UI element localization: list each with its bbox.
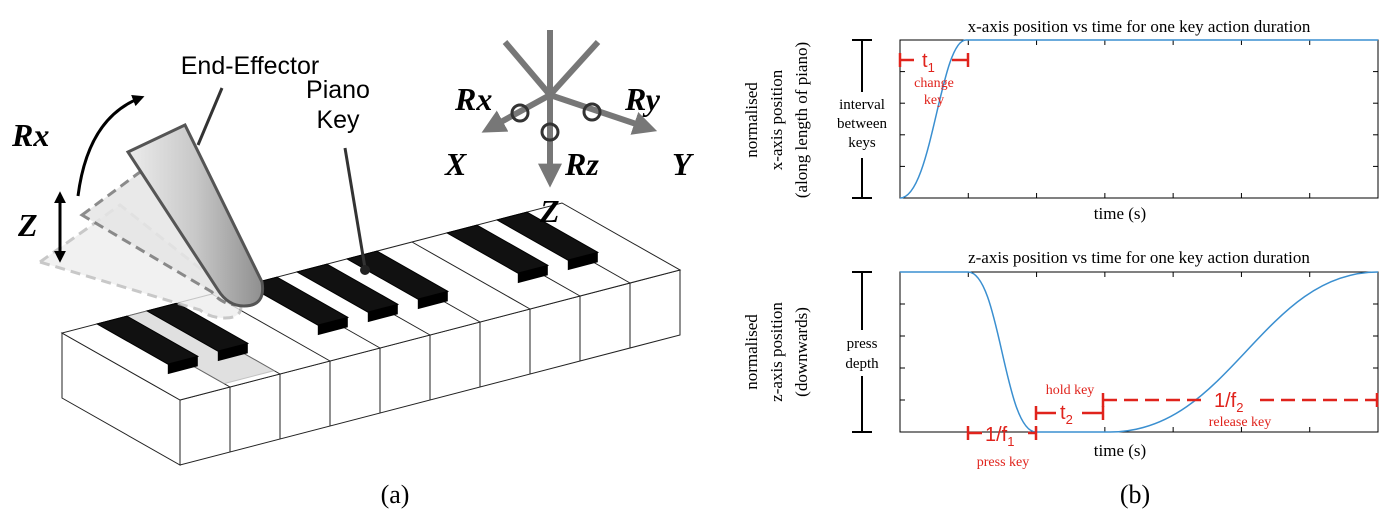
label: Rx (11, 117, 49, 153)
caption: (b) (1120, 480, 1150, 509)
y-axis-label: normalised (742, 82, 761, 158)
plot-title: z-axis position vs time for one key acti… (968, 248, 1310, 267)
axis-label: X (444, 146, 467, 182)
subscript: 1 (1007, 434, 1014, 449)
bracket-label: press (847, 336, 878, 352)
bracket-label: interval (839, 97, 885, 113)
axis-label: Z (539, 193, 560, 229)
bracket-label: depth (845, 356, 879, 372)
ticks (900, 40, 1378, 198)
plot-frame (900, 40, 1378, 198)
bracket-label: between (837, 116, 887, 132)
symbol: 1/f (1214, 390, 1237, 412)
label: Key (316, 106, 360, 134)
plot-title: x-axis position vs time for one key acti… (968, 17, 1311, 36)
x-axis-label: time (s) (1094, 441, 1146, 460)
annotation: change (914, 76, 954, 91)
annotation: key (924, 93, 944, 108)
hold-label-symbol: t2 (1060, 402, 1073, 427)
label: Z (17, 207, 38, 243)
interval-label: t1 (922, 50, 935, 75)
leader-line (198, 88, 222, 145)
position-curve (900, 272, 1378, 432)
leader-dot (360, 265, 370, 275)
y-axis-label: z-axis position (767, 302, 786, 402)
axis-label: Rx (454, 81, 492, 117)
press-label: 1/f1 (985, 424, 1014, 449)
y-axis-label: x-axis position (767, 69, 786, 170)
subscript: 2 (1066, 412, 1073, 427)
y-axis-label: (along length of piano) (792, 42, 811, 198)
bracket (852, 272, 872, 432)
axis-label: Y (672, 146, 694, 182)
axis-label: Rz (564, 146, 599, 182)
y-axis-label: normalised (742, 314, 761, 390)
leader-line (345, 148, 365, 268)
annotation: hold key (1046, 383, 1095, 398)
subscript: 2 (1236, 400, 1243, 415)
label: Piano (306, 76, 370, 104)
figure: End-Effector Rx Z Piano Key Rx Ry X Y Rz… (0, 0, 1385, 513)
axis-label: Ry (624, 81, 661, 117)
bracket-label: keys (848, 135, 876, 151)
x-axis-label: time (s) (1094, 204, 1146, 223)
release-label-symbol: 1/f2 (1214, 390, 1243, 415)
y-axis-label: (downwards) (792, 307, 811, 397)
annotation: release key (1209, 415, 1272, 430)
annotation: press key (977, 455, 1030, 470)
label: End-Effector (181, 52, 320, 80)
caption: (a) (381, 480, 410, 509)
position-curve (900, 40, 1378, 198)
symbol: 1/f (985, 424, 1008, 446)
subscript: 1 (928, 60, 935, 75)
